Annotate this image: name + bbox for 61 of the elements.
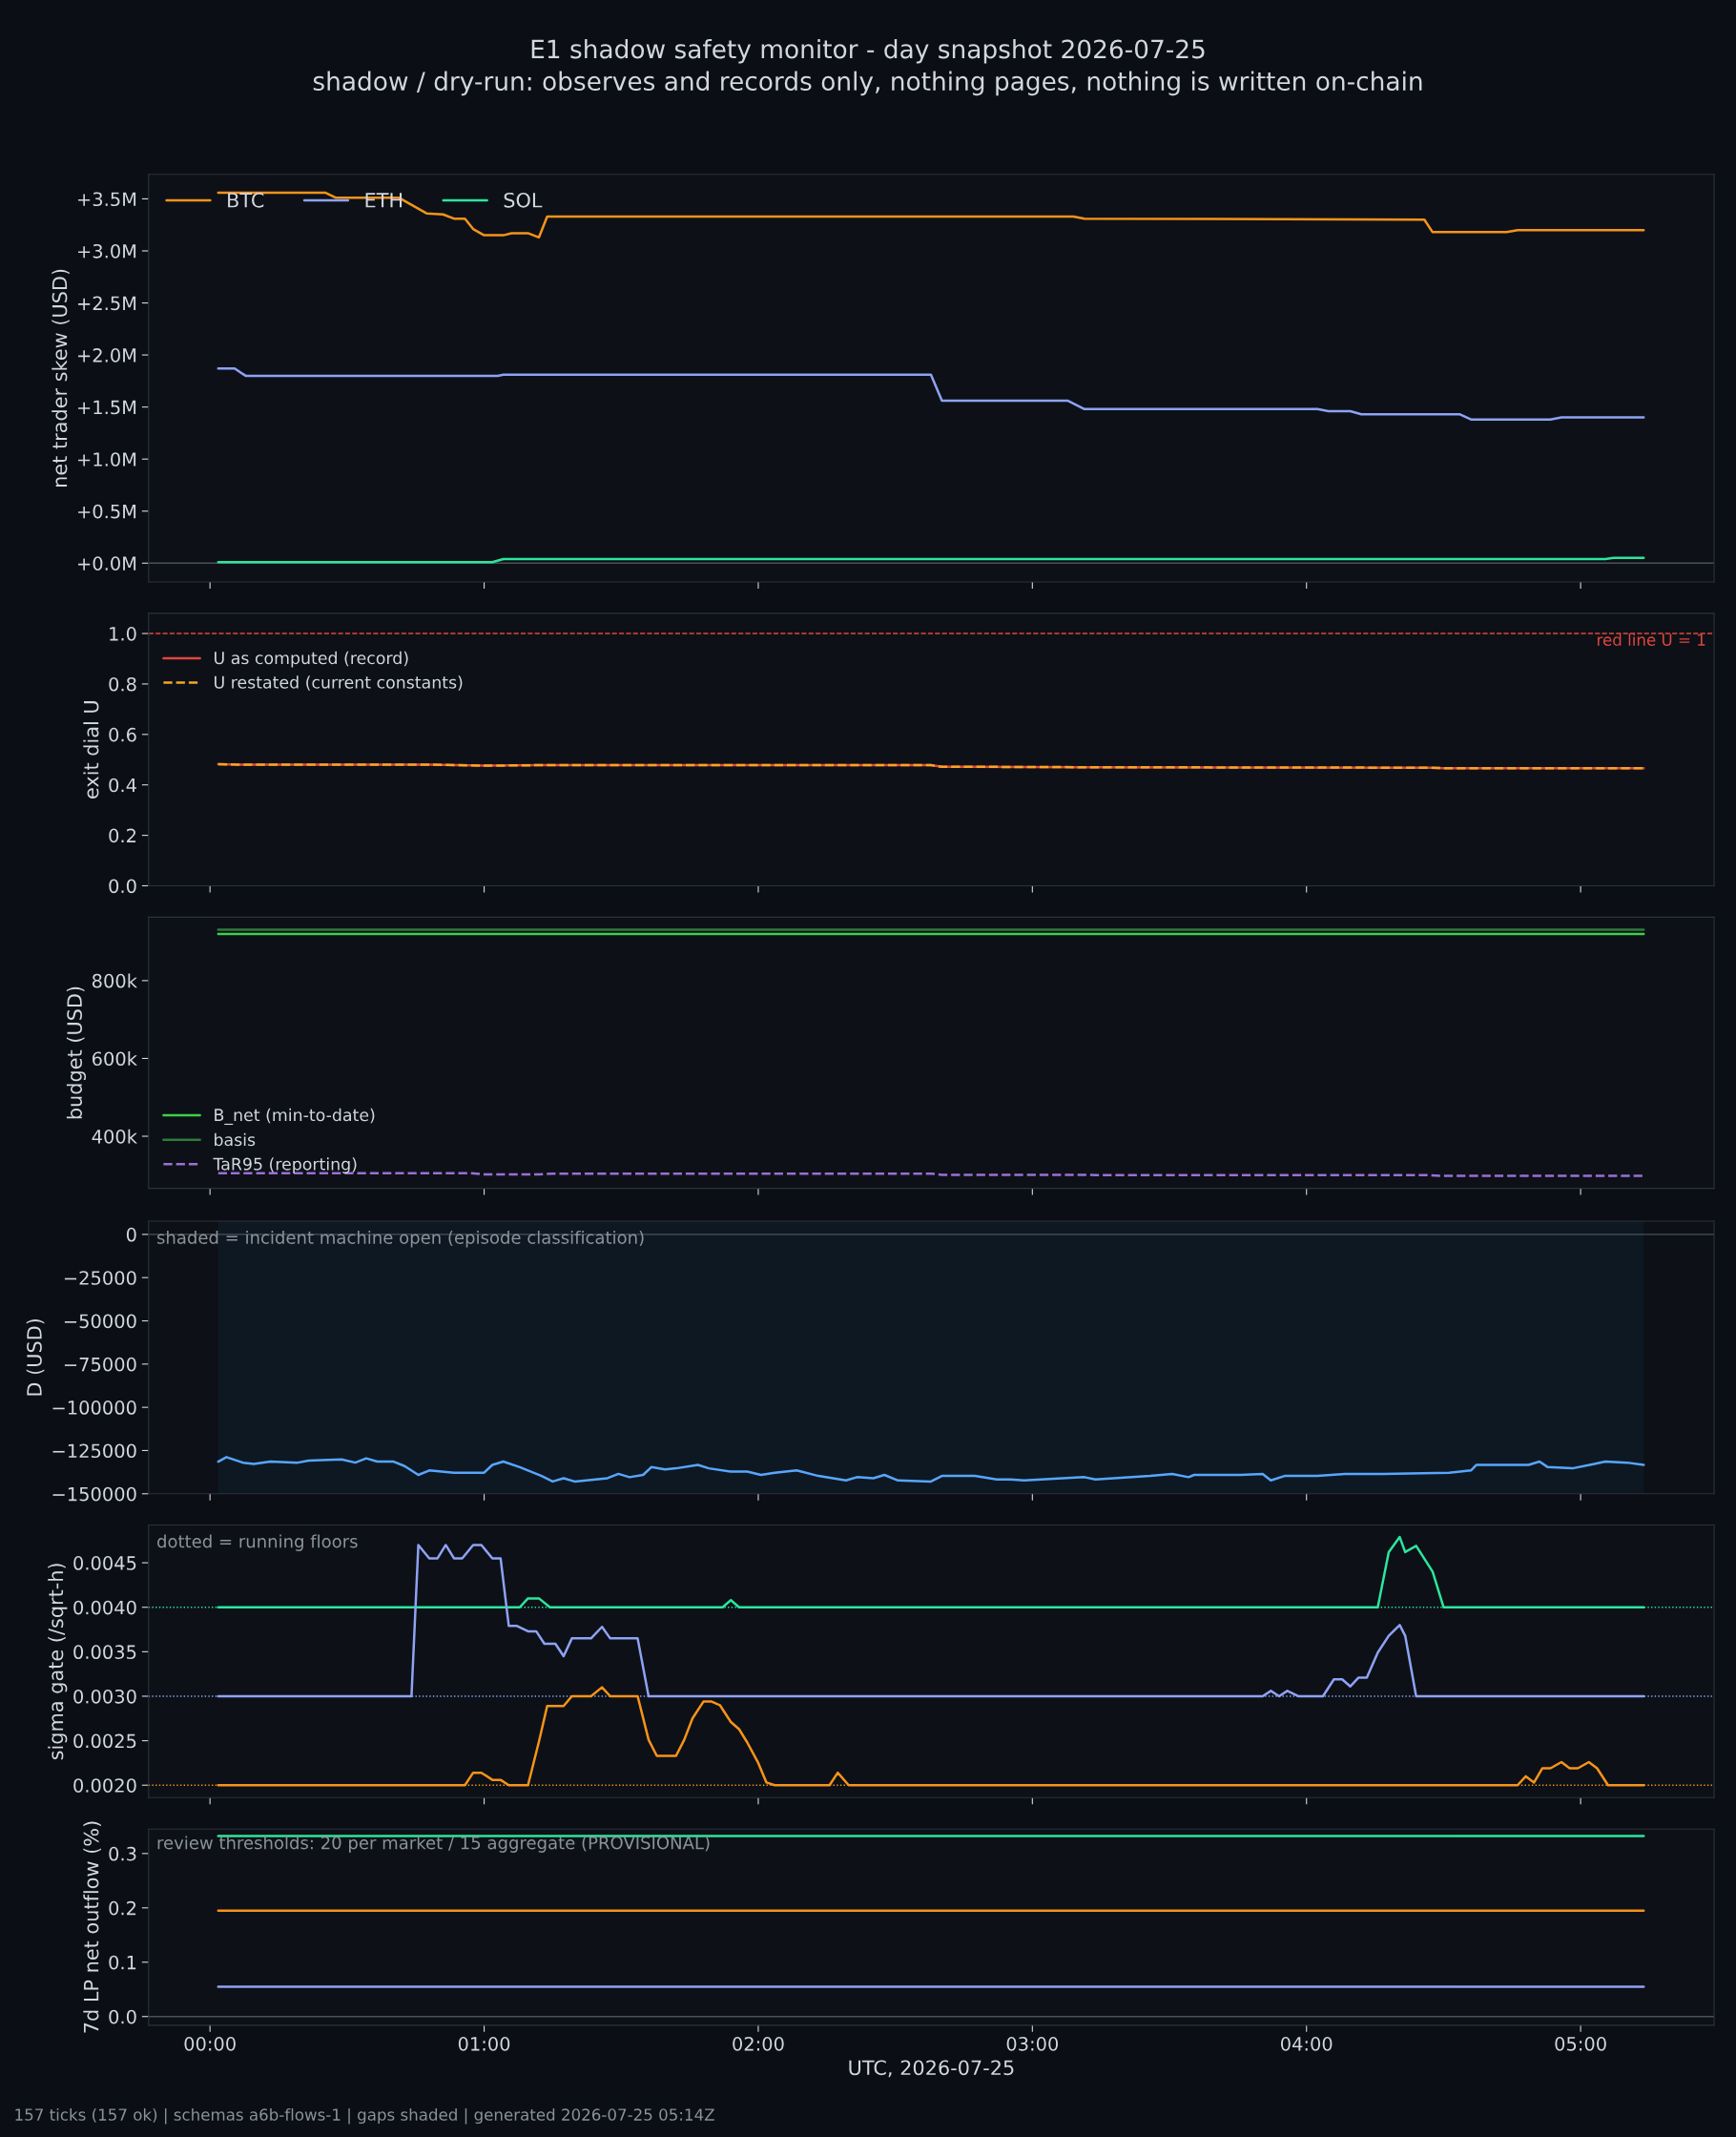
legend-label: B_net (min-to-date) [215, 1108, 375, 1126]
y-tick-label: 0.2 [109, 828, 136, 843]
x-tick-label: 03:00 [1006, 2037, 1059, 2051]
y-tick-label: 0.3 [109, 1846, 136, 1861]
y-tick-label: 0.0025 [73, 1733, 136, 1749]
y-tick-label: 0.6 [109, 727, 136, 742]
y-axis-title: exit dial U [83, 701, 99, 799]
y-axis-title: 7d LP net outflow (%) [83, 1821, 101, 2033]
y-tick-label: 0.0 [109, 879, 136, 894]
y-tick-label: 0 [126, 1227, 136, 1242]
y-tick-label: +3.5M [78, 192, 136, 207]
chart-title: E1 shadow safety monitor - day snapshot 2026-07-25 [531, 38, 1205, 64]
ref-line-label: red line U = 1 [1598, 633, 1705, 646]
x-tick-label: 04:00 [1280, 2037, 1333, 2051]
y-tick-label: 1.0 [110, 626, 136, 641]
y-tick-label: 0.1 [109, 1955, 136, 1970]
y-axis-title: sigma gate (/sqrt-h) [48, 1564, 68, 1760]
y-tick-label: +1.5M [78, 400, 136, 415]
y-tick-label: 0.8 [109, 676, 136, 692]
y-axis-title: D (USD) [26, 1318, 45, 1396]
y-tick-label: 0.0045 [73, 1556, 136, 1570]
annotation: dotted = running floors [156, 1534, 358, 1551]
y-tick-label: −25000 [64, 1271, 136, 1285]
y-tick-label: 0.0035 [73, 1645, 136, 1660]
x-tick-label: 05:00 [1555, 2037, 1606, 2051]
y-tick-label: 800k [92, 973, 137, 988]
y-tick-label: −125000 [52, 1443, 136, 1459]
x-axis-title: UTC, 2026-07-25 [849, 2060, 1014, 2078]
y-tick-label: 0.0 [109, 2009, 136, 2024]
y-tick-label: +3.0M [78, 243, 136, 259]
y-tick-label: 0.2 [109, 1900, 136, 1916]
x-tick-label: 02:00 [733, 2037, 784, 2051]
y-tick-label: −100000 [52, 1400, 136, 1415]
legend-label: BTC [228, 192, 264, 208]
y-tick-label: +0.5M [78, 504, 136, 519]
legend-label: TaR95 (reporting) [213, 1157, 357, 1174]
y-tick-label: −50000 [64, 1314, 136, 1329]
y-tick-label: −150000 [52, 1486, 136, 1502]
y-tick-label: 0.0020 [73, 1778, 136, 1793]
legend-label: U restated (current constants) [215, 675, 463, 691]
legend-label: basis [215, 1132, 256, 1147]
y-axis-title: net trader skew (USD) [52, 269, 70, 487]
y-axis-title: budget (USD) [66, 986, 87, 1119]
y-tick-label: +0.0M [78, 556, 136, 571]
text: 157 ticks (157 ok) | schemas a6b-flows-1 | gaps shaded | generated 2026-07-25 05:14Z [15, 2107, 714, 2125]
chart-subtitle: shadow / dry-run: observes and records only, nothing pages, nothing is written on-chain [313, 71, 1422, 96]
y-tick-label: 0.4 [109, 778, 136, 793]
y-tick-label: −75000 [64, 1357, 136, 1372]
y-tick-label: 0.0030 [73, 1689, 136, 1704]
y-tick-label: 0.0040 [73, 1600, 136, 1615]
legend-label: SOL [504, 192, 543, 208]
x-tick-label: 01:00 [458, 2037, 510, 2051]
annotation: review thresholds: 20 per market / 15 aggregate (PROVISIONAL) [157, 1836, 710, 1853]
annotation: shaded = incident machine open (episode classification) [156, 1230, 644, 1248]
y-tick-label: +2.0M [78, 348, 136, 363]
y-tick-label: 400k [92, 1129, 137, 1144]
y-tick-label: +2.5M [78, 296, 136, 311]
legend-label: U as computed (record) [215, 651, 408, 668]
x-tick-label: 00:00 [184, 2037, 236, 2051]
y-tick-label: +1.0M [78, 452, 136, 467]
y-tick-label: 600k [92, 1051, 137, 1067]
